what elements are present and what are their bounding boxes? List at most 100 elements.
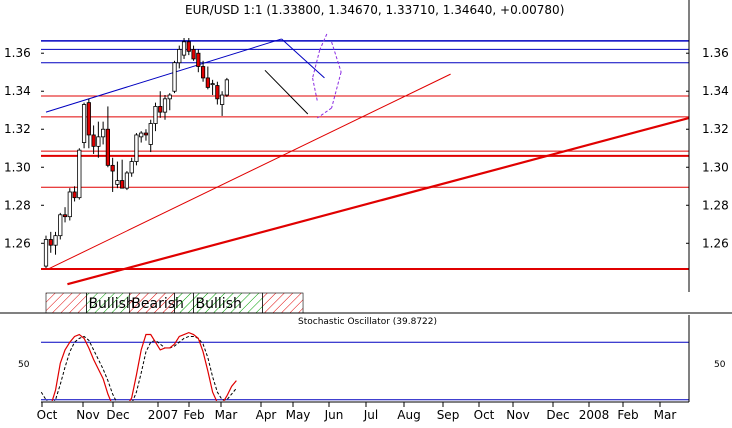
candle-20 xyxy=(139,131,144,143)
y-tick-label-left: 1.32 xyxy=(4,122,31,136)
y-tick-label-left: 1.26 xyxy=(4,236,31,250)
candle-4 xyxy=(62,207,68,223)
candle-33 xyxy=(200,60,206,82)
candle-body xyxy=(77,149,82,199)
oscillator-title: Stochastic Oscillator (39.8722) xyxy=(298,317,437,327)
trend-line-4 xyxy=(264,69,309,115)
candle-body xyxy=(205,77,210,88)
trend-line-3 xyxy=(281,38,325,79)
x-tick-label: Aug xyxy=(397,408,420,422)
chart-title: EUR/USD 1:1 (1.33800, 1.34670, 1.33710, … xyxy=(185,3,564,17)
candle-body xyxy=(158,106,163,113)
candle-body xyxy=(167,94,172,100)
x-tick-label: 2007 xyxy=(148,408,179,422)
candle-body xyxy=(177,49,182,64)
stochastic-k-line xyxy=(51,331,237,401)
candle-body xyxy=(48,239,53,246)
candle-11 xyxy=(96,121,101,158)
y-tick-label-right: 1.32 xyxy=(702,122,729,136)
candle-body xyxy=(129,161,134,174)
x-tick-label: Jul xyxy=(363,408,378,422)
candle-25 xyxy=(162,95,168,120)
candle-body xyxy=(81,104,87,143)
regime-band-bear xyxy=(262,292,304,314)
x-tick-label: Dec xyxy=(546,408,569,422)
candle-24 xyxy=(158,91,163,118)
x-tick-label: Sep xyxy=(437,408,460,422)
y-tick-label-right: 1.34 xyxy=(702,84,729,98)
candle-body xyxy=(115,180,120,185)
candle-body xyxy=(143,132,149,136)
candle-body xyxy=(148,123,153,145)
candle-35 xyxy=(210,79,215,96)
regime-hatch xyxy=(174,292,194,314)
candle-6 xyxy=(72,186,77,202)
candle-body xyxy=(91,134,96,147)
regime-label: Bullish xyxy=(88,296,134,312)
candle-5 xyxy=(67,188,72,221)
fan-line-0 xyxy=(319,33,328,51)
x-tick-label: Oct xyxy=(37,408,58,422)
candle-body xyxy=(124,172,130,189)
trend-line-1 xyxy=(48,73,451,270)
candle-body xyxy=(191,49,196,60)
x-tick-label: Apr xyxy=(256,408,277,422)
candle-body xyxy=(110,164,115,172)
regime-label: Bullish xyxy=(196,296,242,312)
fan-line-3 xyxy=(331,41,342,73)
regime-hatch xyxy=(262,292,304,314)
candle-3 xyxy=(58,212,63,240)
x-tick-label: May xyxy=(286,408,311,422)
candle-body xyxy=(67,191,72,218)
x-tick-label: 2008 xyxy=(579,408,610,422)
trend-line-2 xyxy=(67,116,689,286)
x-tick-label: Nov xyxy=(76,408,99,422)
y-tick-label-left: 1.28 xyxy=(4,198,31,212)
candle-body xyxy=(220,94,225,105)
regime-band-bull xyxy=(174,292,194,314)
fan-line-5 xyxy=(317,107,332,119)
candle-1 xyxy=(48,231,53,253)
candle-9 xyxy=(86,98,91,149)
candle-body xyxy=(43,239,49,267)
candle-body xyxy=(62,214,68,218)
y-tick-label-left: 1.30 xyxy=(4,160,31,174)
candle-body xyxy=(215,85,220,100)
x-tick-label: Feb xyxy=(183,408,204,422)
candle-31 xyxy=(191,45,196,61)
y-tick-label-right: 1.30 xyxy=(702,160,729,174)
x-tick-label: Nov xyxy=(506,408,529,422)
candle-body xyxy=(96,136,101,147)
y-tick-label-right: 1.36 xyxy=(702,46,729,60)
candle-body xyxy=(105,128,110,166)
candle-body xyxy=(101,128,106,138)
candle-16 xyxy=(120,159,125,189)
candle-body xyxy=(58,214,63,237)
stochastic-d-line xyxy=(41,335,237,401)
candle-body xyxy=(210,83,215,86)
candle-body xyxy=(186,41,191,52)
candle-28 xyxy=(177,45,182,69)
x-tick-label: Feb xyxy=(617,408,638,422)
candle-body xyxy=(139,132,144,138)
candle-29 xyxy=(181,38,187,59)
candle-32 xyxy=(196,49,201,73)
candle-body xyxy=(181,41,187,56)
x-tick-label: Mar xyxy=(654,408,677,422)
y-tick-label-right: 1.26 xyxy=(702,236,729,250)
candle-27 xyxy=(172,60,177,94)
candle-36 xyxy=(215,81,220,105)
oscillator-tick-50-left: 50 xyxy=(18,360,30,370)
regime-band-bear xyxy=(45,292,87,314)
y-tick-label-left: 1.36 xyxy=(4,46,31,60)
y-tick-label-left: 1.34 xyxy=(4,84,31,98)
candle-26 xyxy=(167,93,172,111)
candle-12 xyxy=(101,121,106,145)
x-tick-label: Dec xyxy=(106,408,129,422)
candle-38 xyxy=(224,77,229,97)
candle-19 xyxy=(134,133,139,166)
candle-23 xyxy=(153,102,158,132)
candle-21 xyxy=(143,129,149,141)
